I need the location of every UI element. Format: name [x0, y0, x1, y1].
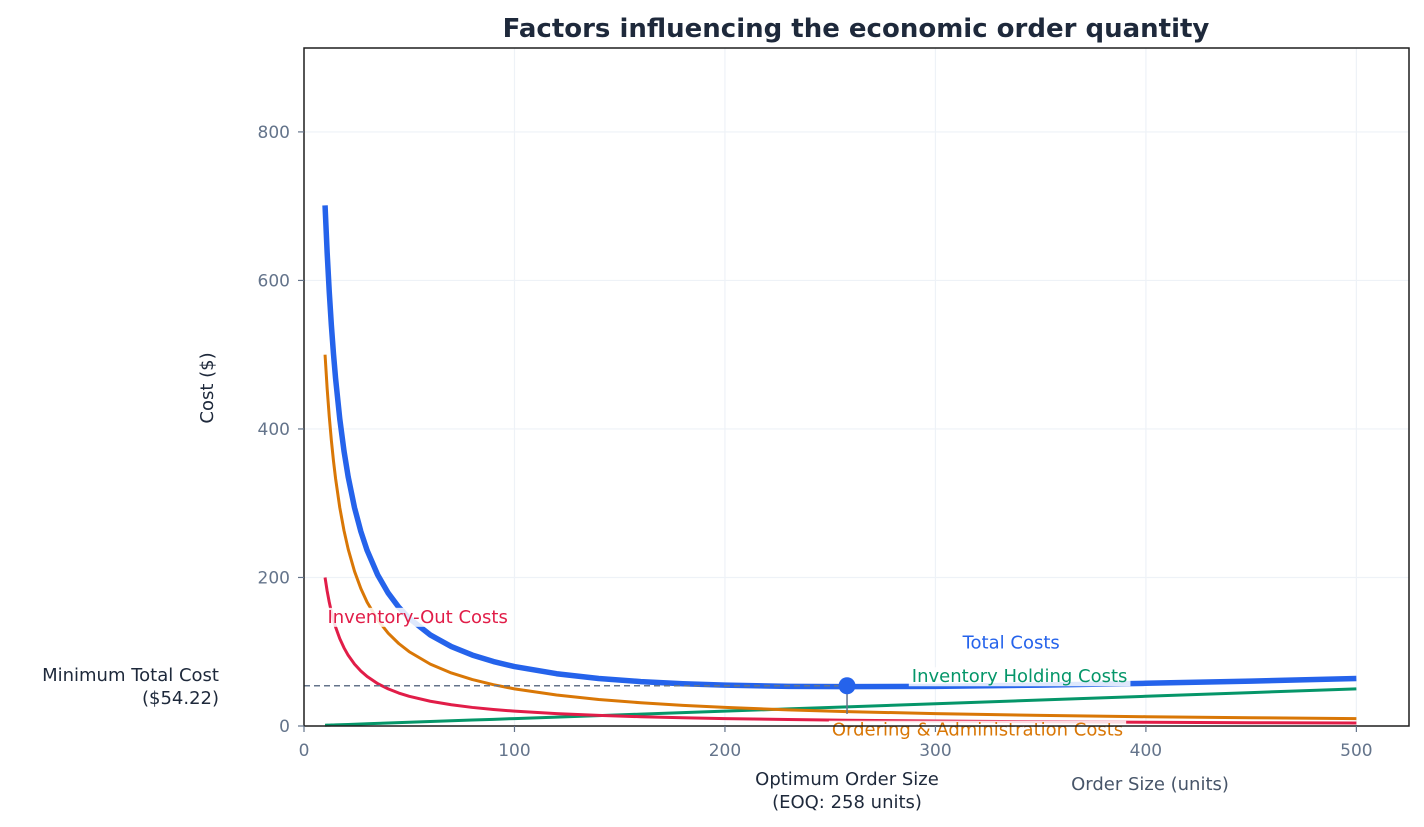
series-label: Inventory-Out Costs	[324, 607, 511, 628]
series-label: Inventory Holding Costs	[908, 666, 1131, 687]
eoq-label-line2: (EOQ: 258 units)	[772, 792, 922, 813]
y-tick-label: 0	[279, 717, 290, 737]
min-cost-label-line1: Minimum Total Cost	[42, 665, 219, 686]
x-tick-label: 100	[498, 741, 530, 761]
x-axis-label: Order Size (units)	[1071, 774, 1229, 795]
y-axis-label: Cost ($)	[197, 352, 218, 423]
series-label: Total Costs	[958, 632, 1063, 653]
x-tick-label: 300	[919, 741, 951, 761]
min-cost-label-line2: ($54.22)	[142, 688, 219, 709]
eoq-point	[838, 677, 856, 695]
x-tick-label: 400	[1130, 741, 1162, 761]
chart-title: Factors influencing the economic order q…	[503, 14, 1210, 44]
series-label-text: Ordering & Administration Costs	[832, 720, 1123, 741]
annotations: Inventory-Out Costs Inventory Holding Cos…	[304, 607, 1131, 741]
plot-frame	[303, 47, 1410, 727]
y-tick-label: 800	[258, 123, 290, 143]
series-line-inventory-out-costs	[323, 577, 1357, 725]
eoq-label-line1: Optimum Order Size	[755, 769, 939, 790]
series-line-inventory-holding-costs	[324, 687, 1357, 727]
y-tick-label: 600	[258, 271, 290, 291]
y-tick-label: 200	[258, 568, 290, 588]
x-tick-label: 500	[1340, 741, 1372, 761]
y-tick-label: 400	[258, 420, 290, 440]
series-lines	[322, 205, 1357, 727]
series-line-ordering-administration-costs	[323, 354, 1357, 721]
series-label-background	[958, 633, 1063, 653]
series-label-text: Inventory Holding Costs	[912, 666, 1128, 687]
series-label-background	[908, 667, 1131, 687]
series-line-total-costs	[322, 205, 1357, 690]
series-label-text: Inventory-Out Costs	[327, 607, 507, 628]
series-label: Ordering & Administration Costs	[828, 720, 1127, 741]
x-tick-label: 0	[299, 741, 310, 761]
series-label-text: Total Costs	[962, 632, 1060, 653]
axis-ticks: 0 100 200 300 400 500 0 200 400 600 800	[258, 123, 1373, 761]
x-tick-label: 200	[709, 741, 741, 761]
series-label-background	[324, 607, 511, 627]
